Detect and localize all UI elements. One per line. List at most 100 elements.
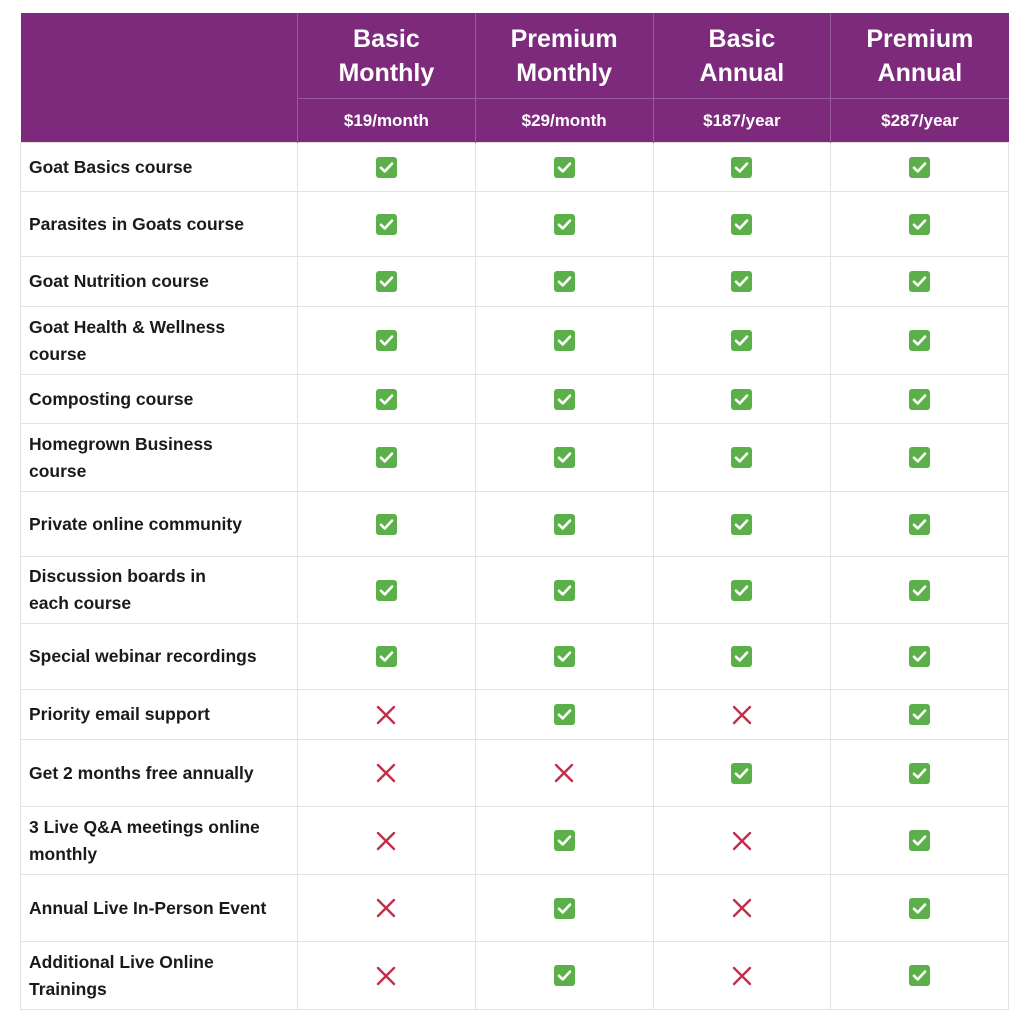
feature-row: Homegrown Business course: [20, 423, 1009, 492]
pricing-comparison-table: Basic Monthly Premium Monthly Basic Annu…: [20, 13, 1009, 1010]
feature-label-text: Goat Nutrition course: [29, 271, 209, 291]
feature-label: Parasites in Goats course: [20, 191, 298, 257]
feature-label: Goat Health & Wellness course: [20, 306, 298, 375]
check-icon: [731, 646, 753, 667]
plan-cell-basic-monthly: [297, 556, 476, 624]
plan-cell-premium-monthly: [474, 874, 654, 942]
cross-icon: [731, 897, 753, 919]
feature-row: Get 2 months free annually: [20, 739, 1009, 807]
plan-cell-basic-annual: [652, 142, 832, 192]
feature-label-text: Special webinar recordings: [29, 646, 257, 666]
plan-name-line-1: Basic: [353, 24, 420, 53]
feature-label: Priority email support: [20, 689, 298, 740]
plan-name-premium-annual: Premium Annual: [830, 13, 1009, 99]
plan-cell-basic-annual: [652, 739, 832, 807]
feature-label: Composting course: [20, 374, 298, 424]
plan-cell-basic-annual: [652, 491, 832, 557]
plan-cell-premium-monthly: [474, 423, 654, 492]
check-icon: [909, 156, 931, 178]
feature-row: Goat Nutrition course: [20, 256, 1009, 307]
plan-cell-premium-monthly: [474, 256, 654, 307]
plan-cell-basic-monthly: [297, 739, 476, 807]
check-icon: [553, 513, 575, 535]
plan-cell-premium-annual: [830, 556, 1009, 624]
check-icon: [553, 330, 575, 351]
feature-label: Homegrown Business course: [20, 423, 298, 492]
plan-cell-basic-monthly: [297, 256, 476, 307]
check-icon: [909, 447, 931, 468]
check-icon: [909, 897, 931, 919]
check-icon: [909, 646, 931, 667]
plan-cell-basic-monthly: [297, 623, 476, 690]
plan-cell-basic-annual: [652, 256, 832, 307]
check-icon: [375, 579, 397, 601]
plan-name-line-1: Premium: [510, 24, 618, 53]
check-icon: [553, 965, 575, 986]
feature-label: 3 Live Q&A meetings online monthly: [20, 806, 298, 875]
check-icon: [731, 579, 753, 601]
check-icon: [553, 897, 575, 919]
plan-cell-basic-monthly: [297, 874, 476, 942]
check-icon: [909, 388, 931, 410]
feature-row: Priority email support: [20, 689, 1009, 740]
check-icon: [553, 388, 575, 410]
plan-cell-premium-monthly: [474, 142, 654, 192]
feature-label: Get 2 months free annually: [20, 739, 298, 807]
check-icon: [553, 156, 575, 178]
plan-cell-basic-monthly: [297, 191, 476, 257]
plan-cell-basic-annual: [652, 423, 832, 492]
plan-cell-basic-monthly: [297, 689, 476, 740]
cross-icon: [731, 830, 753, 852]
feature-label-text: Goat Basics course: [29, 156, 193, 177]
check-icon: [731, 513, 753, 535]
check-icon: [731, 447, 753, 468]
feature-label: Private online community: [20, 491, 298, 557]
feature-row: 3 Live Q&A meetings online monthly: [20, 806, 1009, 875]
plan-cell-basic-annual: [652, 556, 832, 624]
plan-cell-premium-monthly: [474, 941, 654, 1010]
check-icon: [909, 965, 931, 986]
feature-row: Special webinar recordings: [20, 623, 1009, 690]
check-icon: [375, 330, 397, 351]
feature-label-text: Get 2 months free annually: [29, 762, 254, 783]
plan-cell-premium-annual: [830, 941, 1009, 1010]
plan-cell-premium-annual: [830, 739, 1009, 807]
check-icon: [553, 213, 575, 235]
header-corner-cell: [20, 13, 298, 99]
plan-cell-premium-monthly: [474, 374, 654, 424]
check-icon: [553, 830, 575, 851]
check-icon: [375, 388, 397, 410]
plan-name-premium-monthly: Premium Monthly: [474, 13, 653, 99]
plan-name-line-2: Annual: [699, 58, 785, 87]
plan-name-line-2: Annual: [877, 58, 963, 87]
feature-row: Parasites in Goats course: [20, 191, 1009, 257]
plan-cell-basic-monthly: [297, 941, 476, 1010]
feature-label-text: Private online community: [29, 513, 242, 534]
cross-icon: [731, 965, 753, 987]
plan-cell-basic-annual: [652, 689, 832, 740]
plan-cell-premium-annual: [830, 806, 1009, 875]
plan-cell-basic-monthly: [297, 491, 476, 557]
feature-row: Private online community: [20, 491, 1009, 557]
plan-prices-row: $19/month $29/month $187/year $287/year: [20, 98, 1009, 143]
plan-cell-premium-annual: [830, 491, 1009, 557]
feature-label-text: Additional Live Online Trainings: [29, 951, 214, 999]
plan-name-line-1: Basic: [708, 24, 776, 53]
check-icon: [909, 762, 931, 784]
plan-cell-premium-monthly: [474, 556, 654, 624]
check-icon: [553, 704, 575, 725]
feature-row: Annual Live In-Person Event: [20, 874, 1009, 942]
pricing-comparison-table-wrapper: Basic Monthly Premium Monthly Basic Annu…: [20, 13, 1009, 1010]
feature-row: Goat Basics course: [20, 142, 1009, 192]
feature-label: Goat Basics course: [20, 142, 298, 192]
plan-cell-premium-annual: [830, 374, 1009, 424]
feature-row: Composting course: [20, 374, 1009, 424]
cross-icon: [375, 704, 397, 726]
plan-price-basic-monthly: $19/month: [297, 98, 476, 143]
feature-label: Special webinar recordings: [20, 623, 298, 690]
plan-price-premium-monthly: $29/month: [474, 98, 653, 143]
feature-label: Discussion boards in each course: [20, 556, 298, 624]
plan-cell-premium-annual: [830, 689, 1009, 740]
cross-icon: [375, 830, 397, 852]
plan-cell-basic-monthly: [297, 374, 476, 424]
